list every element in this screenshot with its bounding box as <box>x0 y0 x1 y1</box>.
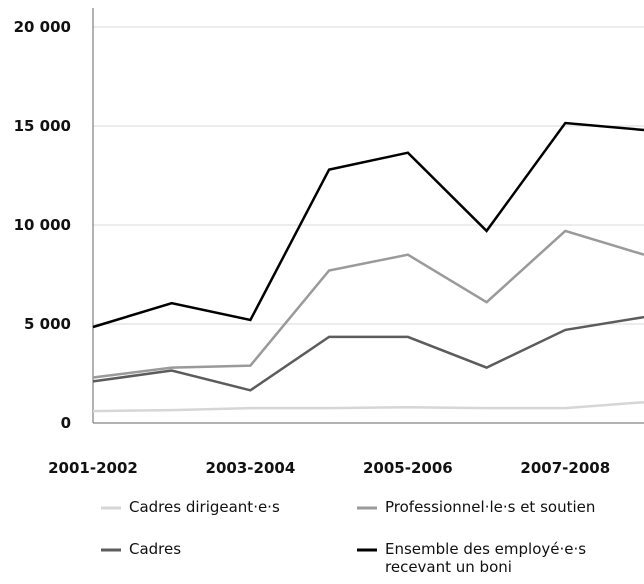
legend-item: Cadres dirigeant·e·s <box>101 498 280 516</box>
legend-label: Professionnel·le·s et soutien <box>385 498 595 516</box>
legend-item: Professionnel·le·s et soutien <box>357 498 595 516</box>
x-tick-label: 2007-2008 <box>520 459 610 477</box>
y-tick-label: 10 000 <box>14 216 71 234</box>
legend: Cadres dirigeant·e·s Professionnel·le·s e… <box>101 498 595 576</box>
legend-label: Cadres dirigeant·e·s <box>129 498 280 516</box>
y-tick-label: 20 000 <box>14 18 71 36</box>
legend-label: Cadres <box>129 540 181 558</box>
y-tick-label: 5 000 <box>24 315 71 333</box>
x-tick-label: 2003-2004 <box>206 459 296 477</box>
x-tick-label: 2005-2006 <box>363 459 453 477</box>
series-line-2 <box>93 317 644 390</box>
y-tick-label: 15 000 <box>14 117 71 135</box>
legend-item: Cadres <box>101 540 181 558</box>
y-tick-label: 0 <box>61 414 71 432</box>
series-line-0 <box>93 402 644 411</box>
grid-layer <box>93 27 644 324</box>
x-tick-label: 2001-2002 <box>48 459 138 477</box>
axis-layer: 0 5 000 10 000 15 000 20 000 2001-2002 2003-20… <box>14 8 644 477</box>
series-layer <box>93 123 644 411</box>
